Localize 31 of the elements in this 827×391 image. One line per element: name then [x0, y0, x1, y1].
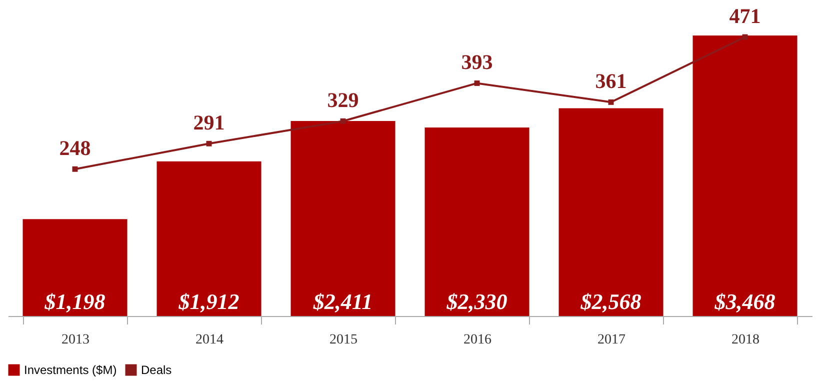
- data-label: $3,468: [714, 289, 776, 314]
- bar: [424, 128, 530, 316]
- data-label: $2,568: [580, 289, 642, 314]
- bar: [22, 219, 128, 316]
- x-tick-label: 2014: [196, 332, 224, 348]
- legend-label: Investments ($M): [24, 363, 117, 377]
- bar: [692, 35, 798, 316]
- data-label: 393: [461, 50, 493, 74]
- data-label: $1,912: [178, 289, 240, 314]
- x-tick-label: 2015: [330, 332, 358, 348]
- bar: [156, 161, 262, 316]
- data-label: 248: [59, 136, 91, 160]
- legend-label: Deals: [141, 363, 172, 377]
- point: [608, 99, 614, 105]
- point: [72, 166, 78, 172]
- x-tick-label: 2013: [62, 332, 90, 348]
- data-label: 361: [595, 69, 627, 94]
- data-label: $1,198: [44, 289, 106, 314]
- data-label: 291: [193, 110, 225, 135]
- x-tick-label: 2016: [464, 332, 492, 348]
- x-tick-label: 2017: [598, 332, 626, 348]
- data-label: 329: [327, 88, 359, 112]
- point: [474, 80, 480, 86]
- data-label: 471: [729, 4, 761, 28]
- data-label: $2,330: [446, 289, 508, 314]
- point: [206, 140, 212, 146]
- x-tick-label: 2018: [732, 332, 760, 348]
- bar: [558, 108, 664, 316]
- data-label: $2,411: [312, 289, 373, 314]
- bar: [290, 120, 396, 316]
- point: [340, 118, 346, 124]
